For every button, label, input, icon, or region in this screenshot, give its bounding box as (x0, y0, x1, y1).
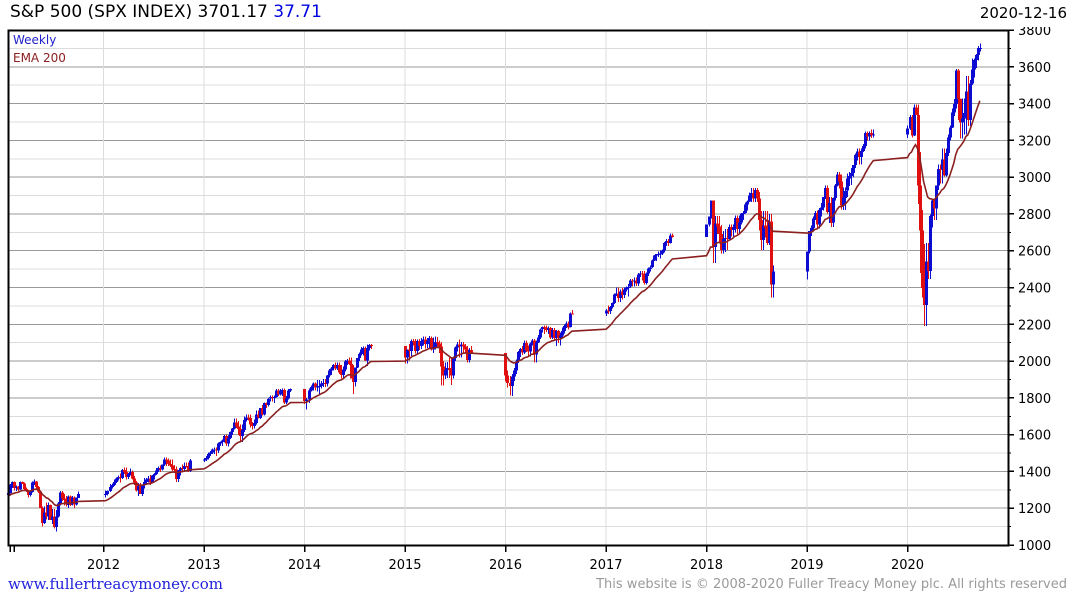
y-tick-label: 1400 (1018, 465, 1051, 480)
y-tick-label: 3400 (1018, 98, 1051, 113)
chart-header: S&P 500 (SPX INDEX) 3701.17 37.71 2020-1… (0, 0, 1075, 27)
y-tick-label: 2600 (1018, 245, 1051, 260)
legend-interval: Weekly (13, 33, 56, 47)
price-change: 37.71 (273, 2, 322, 22)
copyright-notice: This website is © 2008-2020 Fuller Treac… (596, 577, 1067, 592)
y-tick-label: 3800 (1018, 27, 1051, 39)
x-tick-label: 2013 (187, 558, 220, 572)
x-tick-label: 2016 (489, 558, 522, 572)
grid-lines (8, 29, 1008, 546)
x-axis: 2012 2013 2014 2015 2016 2017 2018 2019 2020 (9, 545, 924, 572)
chart-footer: www.fullertreacymoney.com This website i… (0, 572, 1075, 600)
y-tick-label: 3000 (1018, 171, 1051, 186)
price-chart[interactable]: 1000 1200 1400 1600 1800 2000 2200 2400 2600 2800… (0, 27, 1075, 572)
y-tick-label: 1200 (1018, 502, 1051, 517)
y-tick-label: 1600 (1018, 429, 1051, 444)
y-tick-label: 1000 (1018, 539, 1051, 554)
instrument-title-block: S&P 500 (SPX INDEX) 3701.17 37.71 (10, 2, 322, 22)
x-tick-label: 2019 (790, 558, 823, 572)
quote-date: 2020-12-16 (979, 4, 1067, 22)
y-tick-label: 3600 (1018, 61, 1051, 76)
y-tick-label: 2200 (1018, 318, 1051, 333)
y-tick-label: 1800 (1018, 392, 1051, 407)
y-axis: 1000 1200 1400 1600 1800 2000 2200 2400 2600 2800… (1008, 27, 1051, 554)
chart-container[interactable]: 1000 1200 1400 1600 1800 2000 2200 2400 2600 2800… (0, 27, 1075, 572)
instrument-name: S&P 500 (SPX INDEX) (10, 2, 193, 22)
x-tick-label: 2015 (388, 558, 421, 572)
legend-ema: EMA 200 (13, 51, 66, 65)
last-price: 3701.17 (197, 2, 268, 22)
ema-200-line (7, 100, 981, 507)
y-tick-label: 3200 (1018, 134, 1051, 149)
x-tick-label: 2012 (87, 558, 120, 572)
x-tick-label: 2020 (891, 558, 924, 572)
x-tick-label: 2014 (288, 558, 321, 572)
x-tick-label: 2017 (589, 558, 622, 572)
site-url[interactable]: www.fullertreacymoney.com (8, 575, 223, 593)
y-tick-label: 2800 (1018, 208, 1051, 223)
candlestick-series (7, 43, 982, 532)
y-tick-label: 2000 (1018, 355, 1051, 370)
y-tick-label: 2400 (1018, 282, 1051, 297)
x-tick-label: 2018 (690, 558, 723, 572)
